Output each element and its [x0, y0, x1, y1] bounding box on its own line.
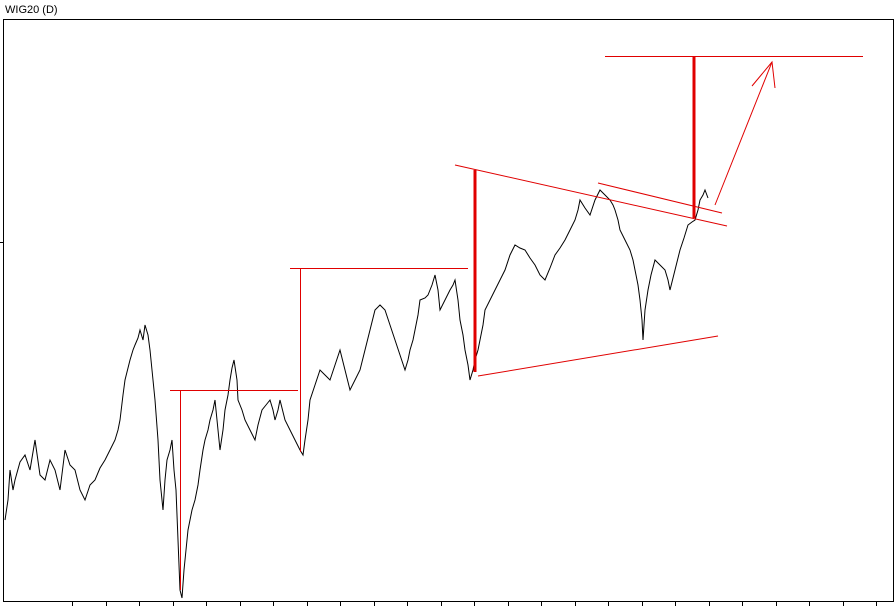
annotation-line [454, 164, 728, 227]
annotations [170, 56, 863, 590]
x-axis-ticks [72, 602, 877, 606]
chart-title: WIG20 (D) [5, 4, 58, 16]
annotation-line [597, 182, 723, 214]
price-path [4, 188, 709, 599]
annotation-line [477, 335, 719, 377]
annotation-arrowhead [751, 60, 776, 89]
annotation-arrow [714, 61, 773, 206]
